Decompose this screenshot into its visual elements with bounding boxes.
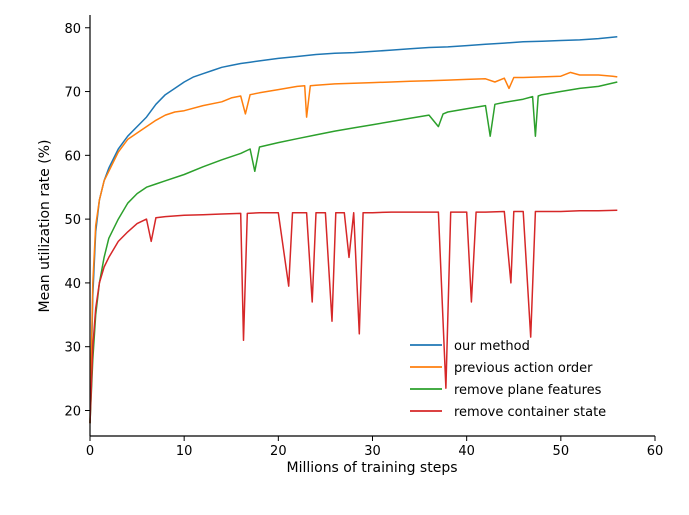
x-tick-label: 30 [364, 444, 381, 459]
series-line-3 [89, 81, 618, 424]
series-line-1 [89, 35, 618, 424]
legend-label: previous action order [454, 361, 593, 376]
y-tick-label: 30 [64, 341, 81, 356]
y-tick-label: 50 [64, 213, 81, 228]
series-line-2 [89, 71, 618, 424]
x-tick-label: 50 [553, 444, 570, 459]
series-line-4 [89, 209, 618, 424]
x-tick-label: 0 [86, 444, 94, 459]
x-tick-label: 10 [176, 444, 193, 459]
legend-label: our method [454, 339, 530, 354]
legend: our method previous action order remove pl… [410, 339, 606, 420]
series-layer [89, 35, 618, 424]
x-tick-label: 60 [647, 444, 664, 459]
y-tick-label: 60 [64, 149, 81, 164]
y-tick-label: 80 [64, 22, 81, 37]
y-tick-label: 40 [64, 277, 81, 292]
x-tick-label: 40 [458, 444, 475, 459]
x-tick-label: 20 [270, 444, 287, 459]
y-axis-label: Mean utilization rate (%) [37, 140, 53, 313]
y-tick-label: 20 [64, 404, 81, 419]
x-axis-label: Millions of training steps [286, 460, 457, 476]
ticks-layer: 0 10 20 30 40 50 60 20 30 40 50 60 70 80 [64, 22, 663, 459]
legend-label: remove container state [454, 405, 606, 420]
y-tick-label: 70 [64, 86, 81, 101]
legend-label: remove plane features [454, 383, 602, 398]
